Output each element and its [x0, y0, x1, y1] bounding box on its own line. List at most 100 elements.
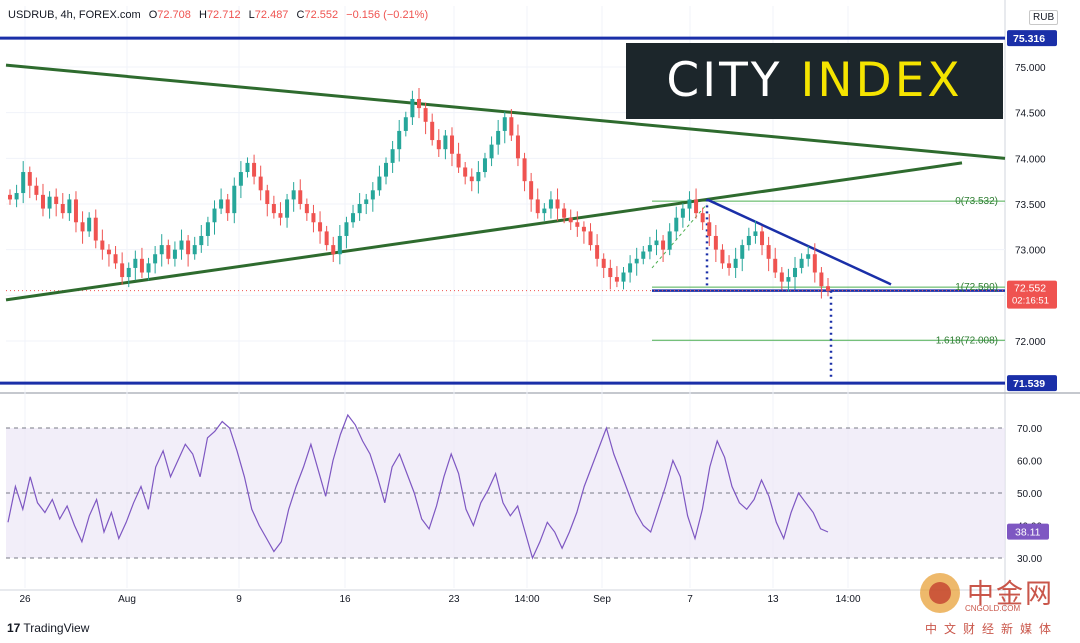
candle-body: [661, 240, 666, 250]
candle-body: [390, 149, 395, 163]
rsi-current-label: 38.11: [1015, 527, 1041, 539]
candle-body: [265, 190, 270, 204]
descending-resistance-line: [706, 198, 892, 286]
candle-body: [799, 258, 804, 268]
candle-body: [509, 117, 514, 136]
triangle-upper-line: [5, 63, 1006, 160]
candle-body: [40, 194, 45, 209]
candle-body: [687, 199, 692, 209]
close-value: 72.552: [304, 9, 339, 21]
trendlines: [5, 63, 1006, 380]
rsi-band: [6, 427, 1005, 559]
price-tick-label: 75.000: [1015, 63, 1046, 74]
candle-body: [423, 108, 428, 122]
candle-body: [397, 130, 402, 150]
candle-body: [403, 117, 408, 131]
candle-body: [245, 162, 250, 173]
candle-body: [225, 199, 230, 214]
candle-body: [133, 258, 138, 268]
candle-body: [311, 213, 316, 223]
candle-body: [601, 258, 606, 268]
candle-body: [482, 158, 487, 173]
candle-body: [826, 286, 830, 291]
fib-anchor-line: [651, 203, 708, 269]
candle-body: [60, 204, 65, 214]
candle-body: [120, 263, 125, 278]
candle-body: [139, 258, 144, 273]
candle-body: [449, 135, 454, 154]
tradingview-brand[interactable]: 17 TradingView: [7, 621, 89, 635]
candle-body: [106, 249, 111, 255]
current-price-label: 72.552: [1014, 283, 1046, 295]
rsi-line: [7, 413, 829, 560]
resistance-label-bg: [1007, 30, 1057, 47]
city-index-logo: CITY INDEX: [626, 43, 1003, 119]
candle-body: [713, 235, 718, 250]
candle-body: [370, 190, 375, 200]
candle-body: [555, 199, 560, 209]
support-label-bg: [1007, 375, 1057, 392]
chart-header: USDRUB, 4h, FOREX.com O72.708 H72.712 L7…: [8, 9, 428, 21]
candle-body: [727, 263, 732, 268]
time-tick-label: 16: [339, 594, 351, 605]
candle-body: [436, 140, 441, 150]
candle-body: [159, 245, 164, 255]
candle-body: [535, 199, 540, 214]
rsi-indicator: [7, 413, 829, 560]
triangle-lower-line: [5, 161, 963, 302]
time-tick-label: Aug: [118, 594, 136, 605]
candle-body: [126, 267, 131, 278]
candle-body: [793, 267, 798, 278]
candle-body: [337, 235, 342, 255]
candle-body: [700, 213, 705, 223]
candle-body: [753, 231, 758, 236]
candle-body: [384, 162, 389, 177]
price-tick-label: 74.000: [1015, 154, 1046, 165]
candle-body: [146, 263, 151, 273]
currency-badge[interactable]: RUB: [1029, 10, 1059, 25]
candle-body: [344, 222, 349, 236]
time-tick-label: 13: [767, 594, 779, 605]
candle-body: [430, 121, 435, 141]
time-tick-label: Sep: [593, 594, 611, 605]
candle-body: [628, 263, 633, 273]
candle-body: [720, 249, 725, 264]
logo-word-city: CITY: [666, 53, 783, 108]
candle-body: [34, 185, 39, 195]
candle-body: [351, 213, 356, 223]
candle-body: [694, 199, 699, 214]
candle-body: [304, 204, 309, 214]
candlesticks: [8, 88, 830, 299]
candle-body: [364, 199, 369, 204]
candle-body: [199, 235, 204, 246]
symbol-label: USDRUB, 4h, FOREX.com: [8, 9, 141, 21]
countdown-label: 02:16:51: [1012, 296, 1049, 307]
candle-body: [54, 196, 59, 204]
open-value: 72.708: [157, 9, 191, 21]
candle-body: [568, 217, 573, 223]
change-value: −0.156 (−0.21%): [346, 9, 429, 21]
candle-body: [496, 130, 501, 145]
candle-body: [562, 208, 567, 218]
candle-body: [647, 245, 652, 252]
logo-word-index: INDEX: [800, 53, 963, 108]
candle-body: [760, 231, 765, 246]
candle-body: [113, 254, 118, 264]
candle-body: [232, 185, 237, 214]
time-axis[interactable]: 26 Aug 9 16 23 14:00 Sep 7 13 14:00: [19, 594, 861, 605]
candle-body: [166, 245, 171, 259]
high-label: H: [198, 9, 207, 21]
candle-body: [357, 204, 362, 214]
time-tick-label: 14:00: [514, 594, 539, 605]
candle-body: [153, 254, 158, 264]
time-tick-label: 23: [448, 594, 460, 605]
watermark-name: 中金网: [967, 579, 1054, 610]
close-label: C: [296, 9, 305, 21]
price-axis[interactable]: 75.00074.50074.00073.50073.00072.50072.0…: [1007, 30, 1057, 565]
price-tick-label: 73.500: [1015, 200, 1046, 211]
tradingview-label: TradingView: [23, 621, 90, 635]
candle-body: [443, 135, 448, 150]
candle-body: [238, 172, 243, 186]
candle-body: [8, 194, 12, 200]
